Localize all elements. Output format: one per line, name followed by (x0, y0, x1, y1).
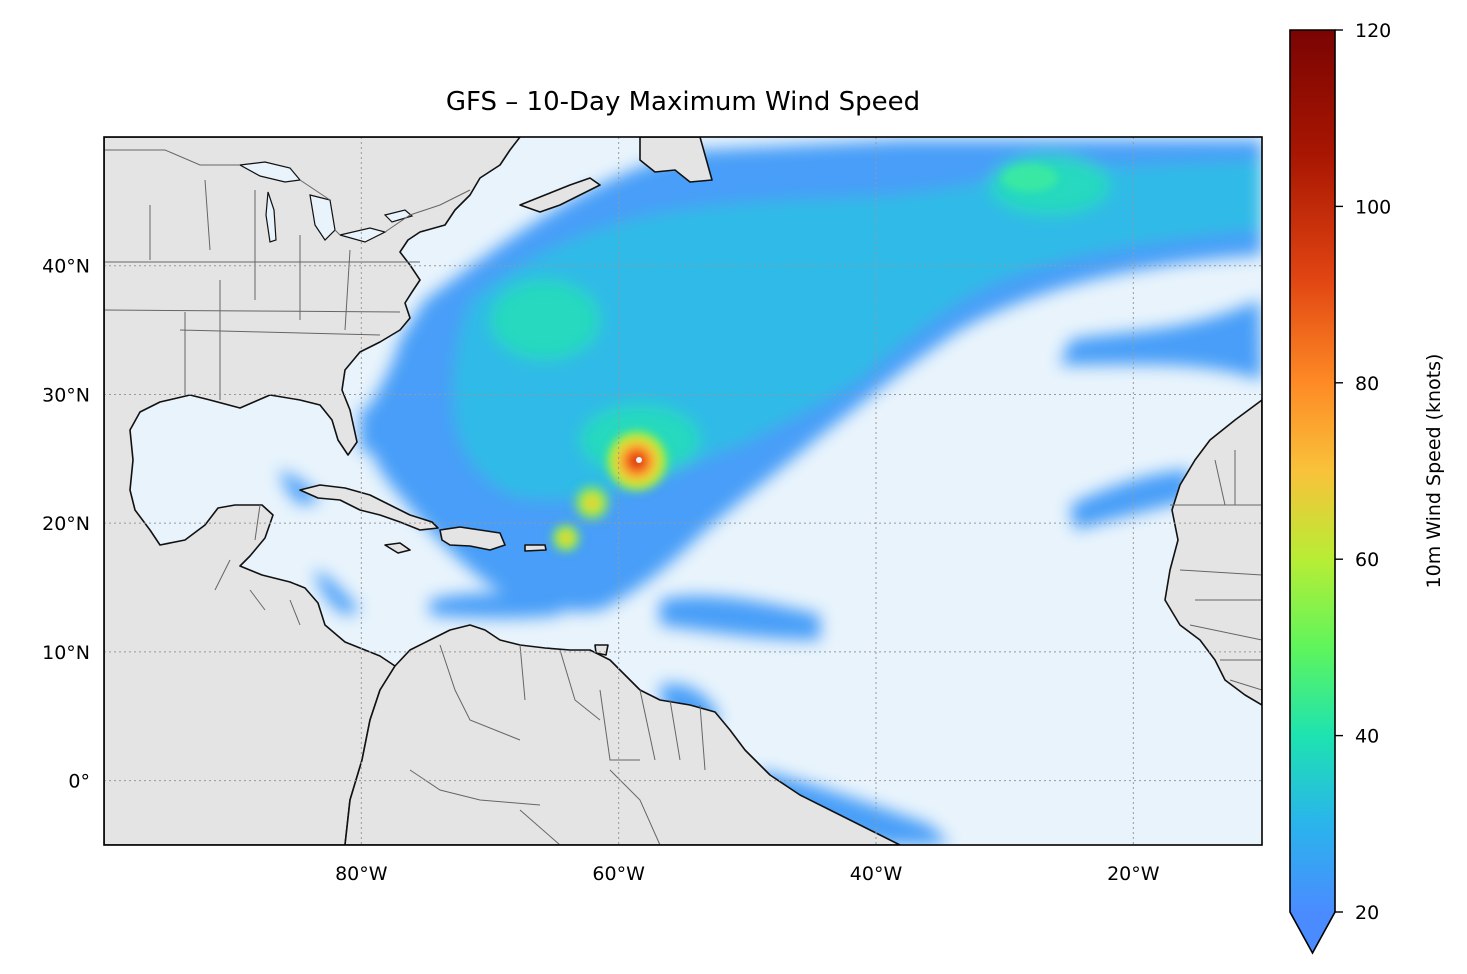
map-frame (103, 136, 1263, 846)
colorbar-tick-label: 40 (1355, 726, 1379, 748)
south-america (344, 624, 901, 845)
lat-tick-label: 30°N (42, 384, 90, 406)
jamaica (384, 542, 411, 554)
colorbar-tick-label: 80 (1355, 373, 1379, 395)
gridlines (104, 137, 1262, 845)
newfoundland (639, 137, 713, 183)
lat-tick-label: 40°N (42, 256, 90, 278)
cuba (299, 484, 439, 531)
land (104, 137, 1262, 845)
colorbar-label: 10m Wind Speed (knots) (1423, 354, 1445, 589)
lat-tick-label: 0° (68, 771, 90, 793)
north-america (104, 137, 521, 845)
colorbar: 20 40 60 80 100 120 10m Wind Speed (knots) (1289, 20, 1445, 955)
great-lakes (238, 161, 414, 243)
lon-tick-label: 40°W (850, 863, 903, 885)
colorbar-ticks: 20 40 60 80 100 120 (1335, 20, 1391, 924)
wind-speed-field (104, 140, 1262, 845)
colorbar-tick-label: 20 (1355, 902, 1379, 924)
lat-tick-label: 10°N (42, 642, 90, 664)
trinidad (594, 644, 609, 656)
puerto-rico (524, 544, 547, 552)
lon-tick-label: 20°W (1107, 863, 1160, 885)
colorbar-gradient (1290, 30, 1335, 912)
lon-tick-label: 80°W (335, 863, 388, 885)
longitude-ticks: 80°W 60°W 40°W 20°W (335, 863, 1160, 885)
colorbar-tick-label: 100 (1355, 196, 1391, 218)
colorbar-outline (1289, 29, 1336, 955)
borders (104, 149, 1262, 845)
colorbar-tick-label: 60 (1355, 549, 1379, 571)
africa (1164, 399, 1262, 706)
colorbar-extend-min (1290, 912, 1335, 953)
latitude-ticks: 40°N 30°N 20°N 10°N 0° (42, 256, 90, 793)
nova-scotia (519, 177, 601, 213)
hispaniola (439, 526, 506, 551)
lat-tick-label: 20°N (42, 513, 90, 535)
map-title: GFS – 10-Day Maximum Wind Speed (446, 87, 920, 117)
map-panel (104, 137, 1262, 845)
lon-tick-label: 60°W (592, 863, 645, 885)
colorbar-tick-label: 120 (1355, 20, 1391, 42)
